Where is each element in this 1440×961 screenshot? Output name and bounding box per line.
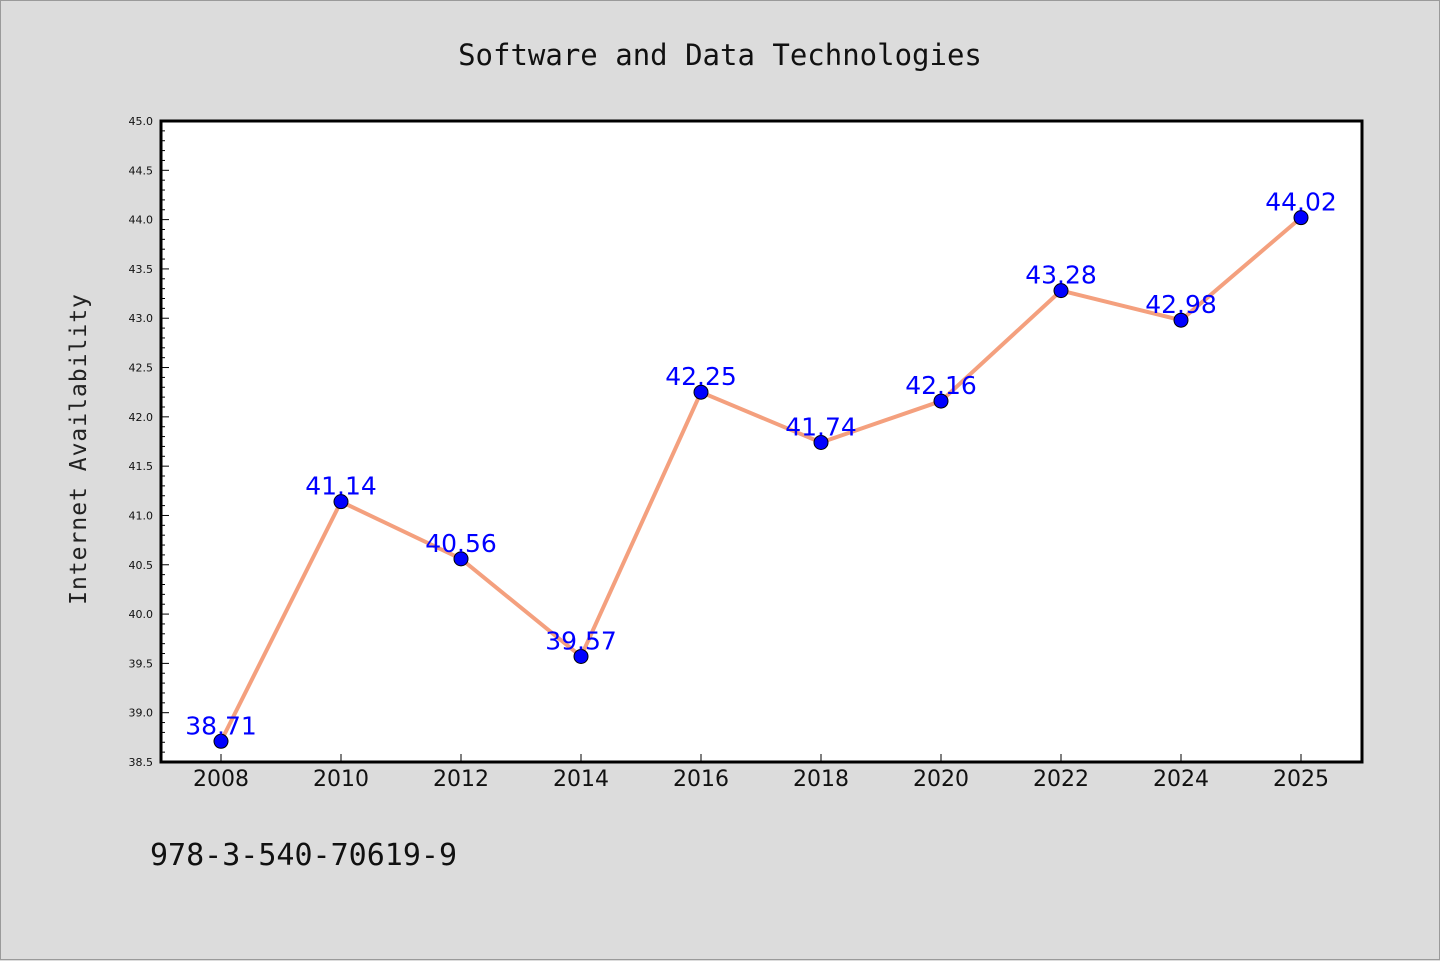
data-labels: 38.71 41.14 40.56 39.57 42.25 41.74 42.16 43.28… <box>185 188 1337 741</box>
y-tick-label: 41.0 <box>129 509 154 522</box>
data-label: 41.74 <box>785 412 857 441</box>
x-tick-label: 2024 <box>1153 767 1209 792</box>
data-point <box>933 393 949 409</box>
footnote-isbn: 978-3-540-70619-9 <box>150 838 457 873</box>
y-tick-label: 43.5 <box>129 263 154 276</box>
y-tick-label: 41.5 <box>129 460 154 473</box>
data-label: 39.57 <box>545 626 617 655</box>
data-label: 41.14 <box>305 472 377 501</box>
data-point <box>333 494 349 510</box>
y-axis: 38.5 39.0 39.5 40.0 40.5 41.0 41.5 42.0 42.5 43.0… <box>129 115 169 769</box>
x-tick-label: 2008 <box>193 767 249 792</box>
data-point <box>453 551 469 567</box>
y-tick-label: 42.0 <box>129 411 154 424</box>
data-point <box>1173 312 1189 328</box>
data-point <box>213 733 229 749</box>
y-tick-label: 45.0 <box>129 115 154 128</box>
x-tick-label: 2022 <box>1033 767 1089 792</box>
y-tick-label: 44.5 <box>129 164 154 177</box>
data-point <box>813 434 829 450</box>
data-label: 43.28 <box>1025 261 1097 290</box>
data-label: 40.56 <box>425 529 497 558</box>
data-point <box>1053 283 1069 299</box>
x-tick-label: 2018 <box>793 767 849 792</box>
y-tick-label: 40.5 <box>129 559 154 572</box>
chart-title: Software and Data Technologies <box>458 38 982 72</box>
series-line <box>219 216 1303 743</box>
x-tick-label: 2025 <box>1273 767 1329 792</box>
data-point <box>573 648 589 664</box>
y-tick-label: 39.5 <box>129 657 154 670</box>
x-tick-label: 2020 <box>913 767 969 792</box>
y-tick-label: 44.0 <box>129 214 154 227</box>
data-label: 42.16 <box>905 371 977 400</box>
y-tick-label: 42.5 <box>129 362 154 375</box>
x-axis: 2008 2010 2012 2014 2016 2018 2020 2022 2024 2025 <box>193 754 1329 792</box>
plot-area <box>159 119 1364 764</box>
y-tick-label: 43.0 <box>129 312 154 325</box>
data-point <box>693 384 709 400</box>
y-tick-label: 39.0 <box>129 707 154 720</box>
data-label: 44.02 <box>1265 188 1337 217</box>
y-axis-label: Internet Availability <box>66 293 92 605</box>
y-tick-label: 38.5 <box>129 756 154 769</box>
data-label: 42.25 <box>665 362 737 391</box>
x-tick-label: 2012 <box>433 767 489 792</box>
x-tick-label: 2010 <box>313 767 369 792</box>
series-markers <box>213 210 1309 749</box>
data-label: 42.98 <box>1145 290 1217 319</box>
data-label: 38.71 <box>185 711 257 740</box>
x-tick-label: 2014 <box>553 767 609 792</box>
data-point <box>1293 210 1309 226</box>
y-tick-label: 40.0 <box>129 608 154 621</box>
x-tick-label: 2016 <box>673 767 729 792</box>
